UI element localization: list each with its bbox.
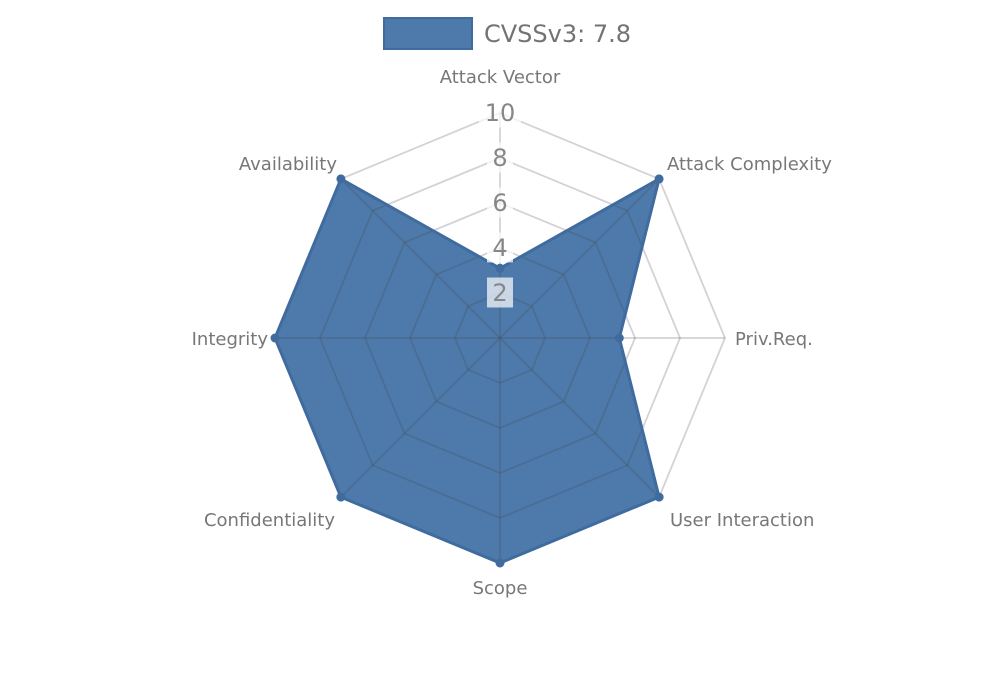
legend-swatch[interactable] [383,17,473,50]
axis-label-user-interaction: User Interaction [670,510,814,531]
tick-label-2: 2 [492,279,507,307]
tick-backdrop [487,142,513,173]
axis-label-confidentiality: Confidentiality [204,510,335,531]
tick-label-10: 10 [485,99,516,127]
data-point-scope [495,558,505,568]
tick-backdrop [479,97,521,128]
data-point-availability [336,174,346,184]
chart-legend: CVSSv3: 7.8 [383,17,631,50]
axis-label-priv-req: Priv.Req. [735,329,813,350]
data-point-priv-req- [614,333,624,343]
tick-label-4: 4 [492,234,507,262]
tick-backdrop [487,232,513,263]
data-point-user-interaction [654,492,664,502]
tick-label-6: 6 [492,189,507,217]
data-point-integrity [270,333,280,343]
tick-backdrop [487,277,513,308]
radar-series-fill [275,178,660,563]
radial-tick-labels: 2 4 6 8 10 [479,97,521,308]
axis-label-integrity: Integrity [192,329,269,350]
tick-backdrop [487,187,513,218]
radar-series-outline [270,174,664,568]
data-point-attack-vector [495,263,505,273]
axis-label-attack-vector: Attack Vector [440,67,561,88]
axis-label-scope: Scope [473,578,528,599]
data-point-confidentiality [336,492,346,502]
axis-label-attack-complexity: Attack Complexity [667,154,832,175]
axis-label-availability: Availability [239,154,337,175]
tick-label-8: 8 [492,144,507,172]
legend-label[interactable]: CVSSv3: 7.8 [484,19,631,48]
data-point-attack-complexity [654,174,664,184]
